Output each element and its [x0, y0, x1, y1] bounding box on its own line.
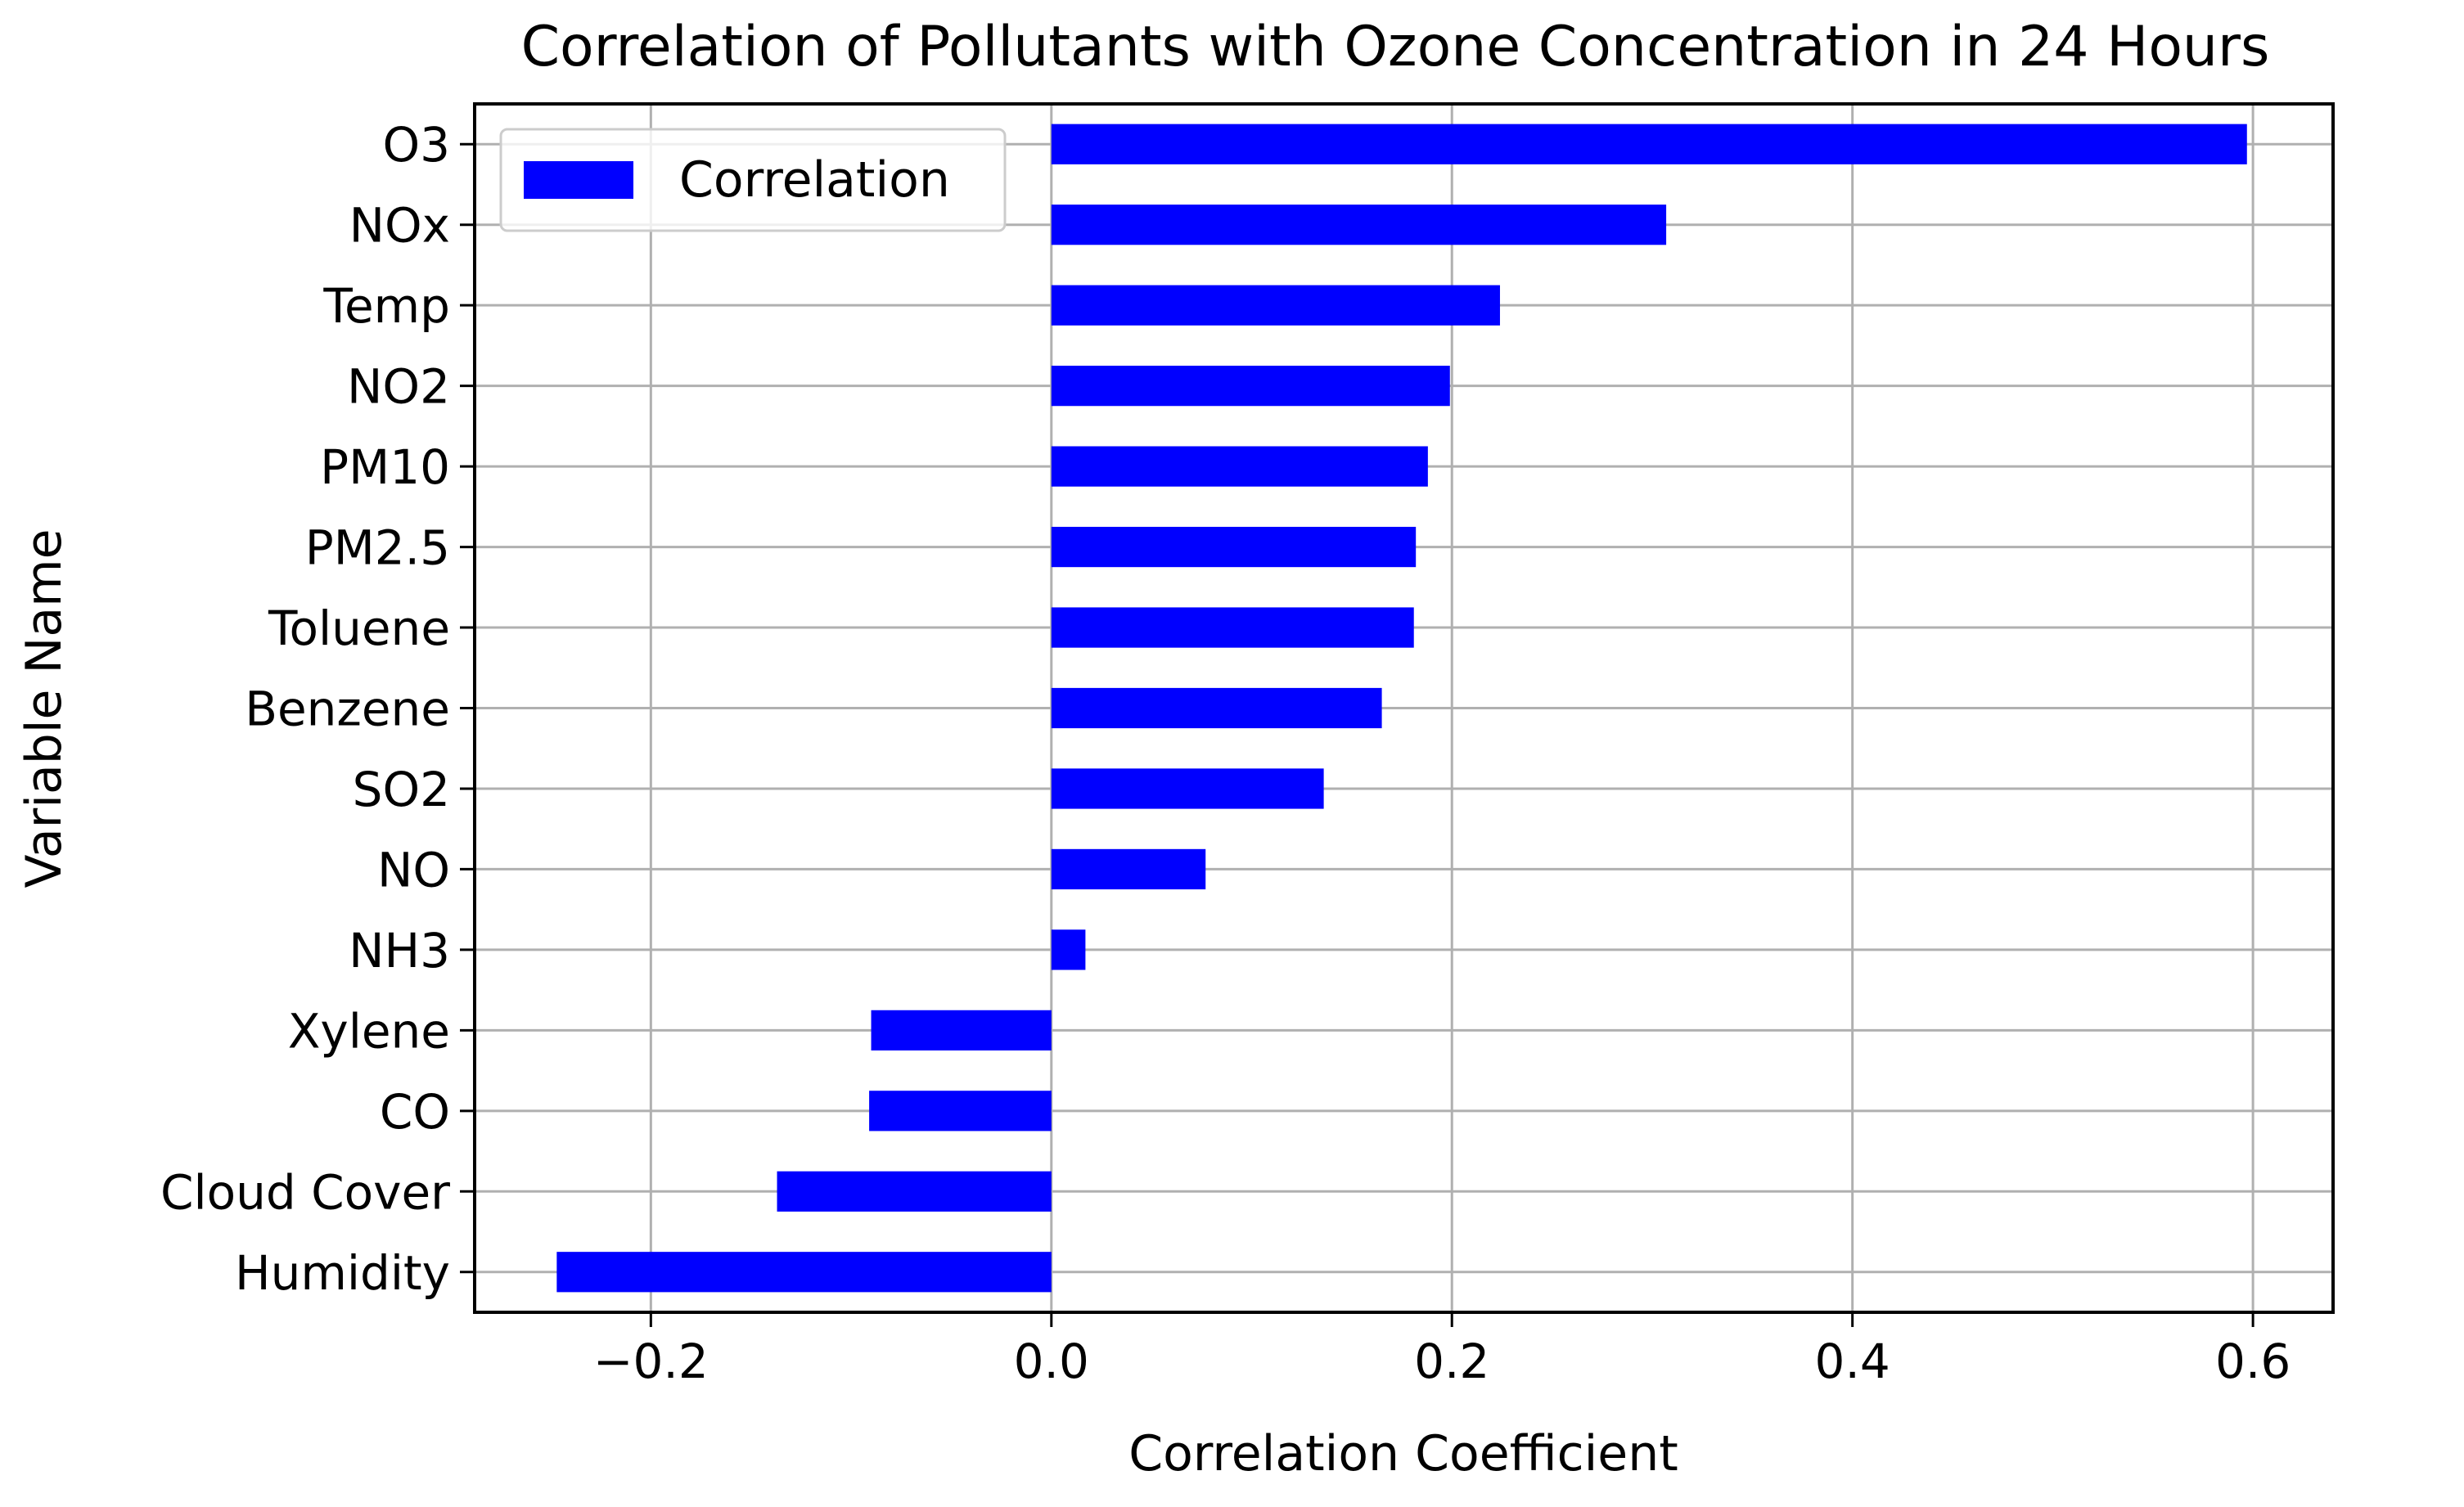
x-axis-label: Correlation Coefficient [1128, 1425, 1678, 1482]
bar-toluene [1051, 607, 1414, 648]
bar-no [1051, 848, 1206, 890]
x-axis-ticks: −0.2 0.0 0.2 0.4 0.6 [593, 1312, 2291, 1389]
y-tick-label: Xylene [288, 1003, 450, 1059]
bar-so2 [1051, 768, 1324, 809]
y-tick-label: NO [377, 842, 450, 897]
y-tick-label: Temp [322, 278, 450, 334]
legend-swatch [524, 161, 633, 199]
legend: Correlation [499, 128, 1007, 232]
y-tick-label: Benzene [245, 682, 450, 737]
bar-temp [1051, 285, 1500, 326]
bar-cloud-cover [777, 1171, 1052, 1212]
legend-label: Correlation [679, 151, 950, 209]
y-tick-label: Toluene [268, 601, 450, 656]
y-tick-label: CO [380, 1084, 450, 1140]
bar-pm2-5 [1051, 526, 1417, 568]
y-tick-label: SO2 [353, 762, 450, 817]
legend-box [499, 128, 1007, 232]
y-tick-label: PM10 [320, 439, 450, 495]
y-axis-ticks: O3 NOx Temp NO2 PM10 PM2.5 Toluene Benzene SO2 NO… [160, 117, 475, 1301]
y-tick-label: Cloud Cover [160, 1164, 450, 1220]
y-tick-label: NO2 [347, 359, 450, 415]
y-tick-label: NOx [349, 198, 450, 254]
bar-xylene [871, 1010, 1052, 1050]
x-tick-label: 0.0 [1014, 1334, 1089, 1389]
chart-title: Correlation of Pollutants with Ozone Con… [521, 15, 2270, 79]
x-tick-label: 0.6 [2215, 1334, 2291, 1389]
bar-benzene [1051, 687, 1382, 729]
y-tick-label: PM2.5 [305, 520, 450, 576]
bar-humidity [556, 1252, 1052, 1293]
bar-nh3 [1051, 929, 1086, 970]
x-tick-label: 0.4 [1815, 1334, 1890, 1389]
y-tick-label: NH3 [349, 923, 450, 978]
y-tick-label: O3 [382, 117, 450, 173]
bar-no2 [1051, 366, 1450, 407]
y-tick-label: Humidity [235, 1245, 450, 1301]
bar-pm10 [1051, 446, 1428, 487]
bars [556, 124, 2247, 1293]
bar-o3 [1051, 124, 2247, 164]
bar-co [869, 1091, 1052, 1131]
x-tick-label: −0.2 [593, 1334, 709, 1389]
bar-nox [1051, 205, 1667, 245]
y-axis-label: Variable Name [16, 529, 73, 888]
x-tick-label: 0.2 [1414, 1334, 1489, 1389]
